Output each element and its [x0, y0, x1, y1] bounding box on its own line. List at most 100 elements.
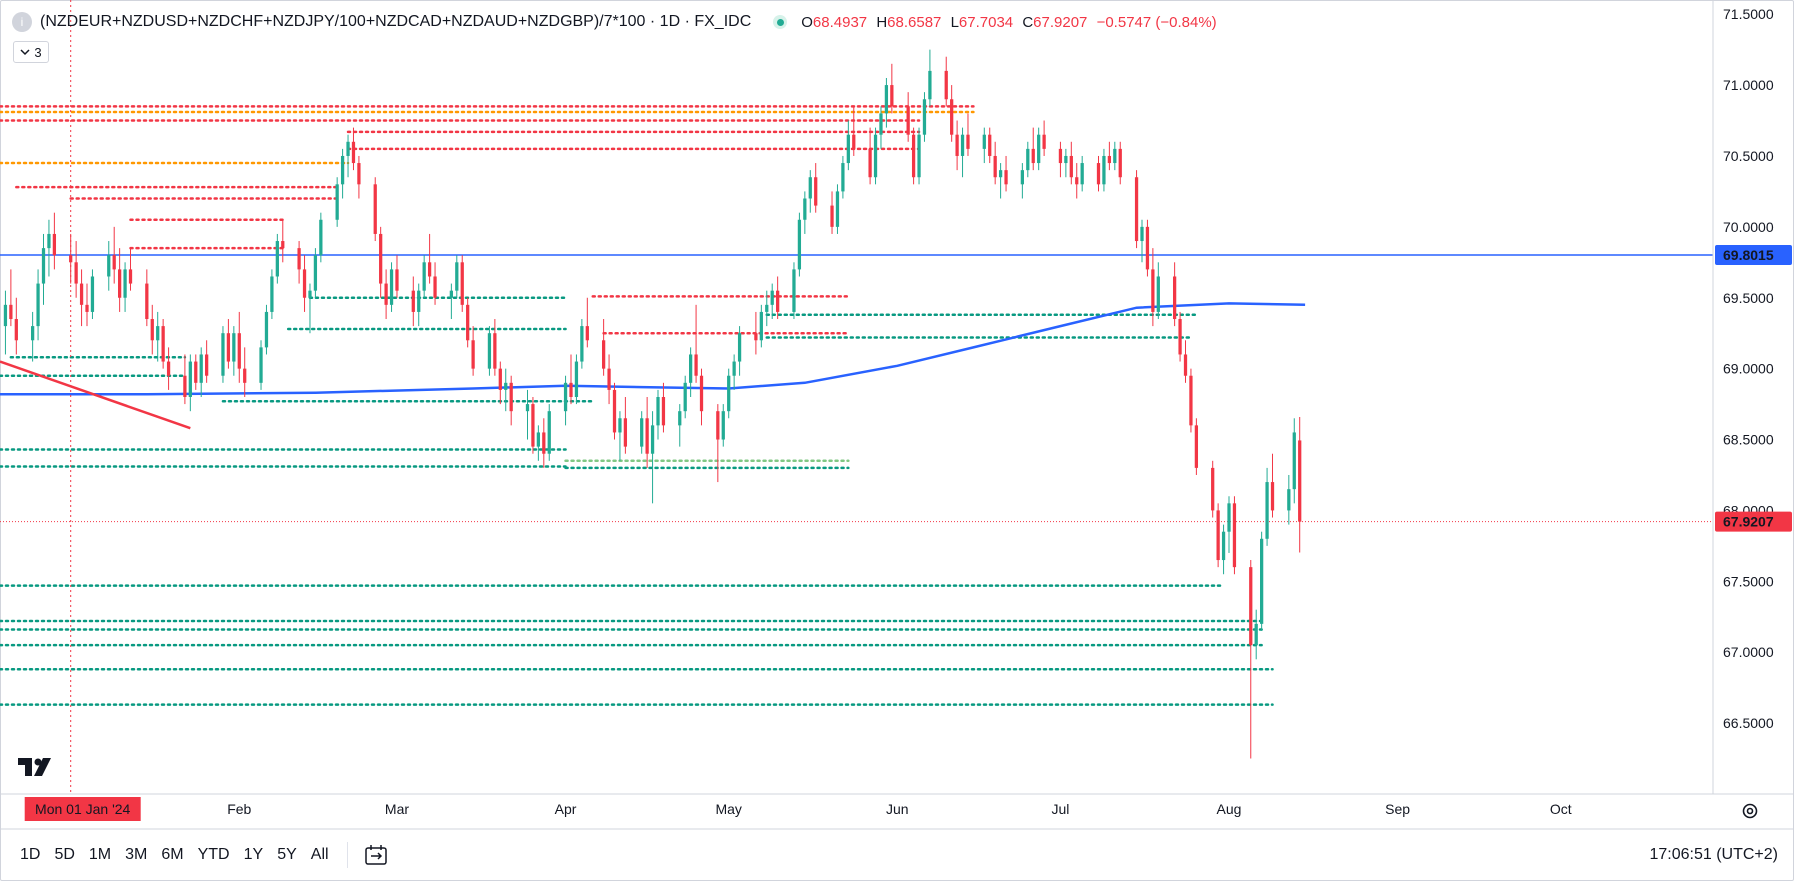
candle-body: [357, 163, 361, 185]
candle: [531, 397, 535, 454]
range-button-3m[interactable]: 3M: [125, 846, 148, 863]
candle: [156, 311, 160, 362]
range-button-all[interactable]: All: [310, 846, 329, 863]
candle-body: [808, 177, 812, 199]
candle-body: [716, 411, 720, 440]
range-button-ytd[interactable]: YTD: [197, 846, 230, 863]
gear-icon[interactable]: [1740, 801, 1760, 821]
candle: [270, 269, 274, 320]
range-button-6m[interactable]: 6M: [161, 846, 184, 863]
price-axis-tick-label: 69.0000: [1723, 361, 1774, 377]
candle-body: [661, 397, 666, 426]
candle-body: [732, 361, 736, 376]
time-axis-tick-label: May: [715, 801, 741, 817]
candle: [547, 404, 551, 461]
candle: [1287, 474, 1291, 525]
candle: [128, 248, 133, 291]
trend-line: [0, 360, 191, 430]
candle: [1140, 219, 1144, 263]
candle-body: [841, 163, 845, 192]
candle: [1227, 496, 1231, 553]
range-button-5d[interactable]: 5D: [54, 846, 75, 863]
candle: [607, 354, 611, 405]
candle-body: [547, 411, 551, 454]
candle-body: [1260, 538, 1264, 624]
candle-body: [607, 368, 611, 390]
candle-body: [542, 432, 546, 454]
candle-body: [830, 205, 834, 227]
candle-body: [199, 354, 203, 383]
candle: [3, 290, 8, 355]
candle: [879, 106, 883, 149]
price-axis-tick-label: 70.5000: [1723, 148, 1774, 164]
candle-body: [384, 283, 388, 305]
candle: [52, 212, 57, 270]
candle-body: [678, 411, 682, 426]
candle: [1172, 262, 1177, 327]
price-axis-tick-label: 71.5000: [1723, 6, 1774, 22]
candle: [792, 262, 796, 320]
candle-body: [1270, 482, 1275, 511]
candle: [379, 226, 383, 298]
clock[interactable]: 17:06:51 (UTC+2): [1649, 846, 1778, 863]
candle-body: [765, 304, 769, 312]
price-label-text: 67.9207: [1723, 514, 1774, 530]
symbol-name[interactable]: (NZDEUR+NZDUSD+NZDCHF+NZDJPY/100+NZDCAD+…: [40, 13, 646, 30]
last-price-label: 67.9207: [1715, 511, 1792, 532]
range-button-1y[interactable]: 1Y: [243, 846, 264, 863]
candle-body: [36, 283, 40, 327]
candle-body: [1211, 467, 1215, 511]
candle: [601, 319, 606, 376]
candle-body: [243, 368, 247, 383]
candle: [1221, 524, 1226, 575]
chart-svg[interactable]: 66.500067.000067.500068.000068.500069.00…: [0, 0, 1794, 830]
tradingview-logo-icon[interactable]: [18, 756, 56, 778]
indicators-toggle-button[interactable]: 3: [13, 41, 49, 63]
range-button-5y[interactable]: 5Y: [277, 846, 297, 863]
info-circle-icon[interactable]: i: [12, 12, 32, 32]
candle-body: [270, 276, 274, 312]
candle-body: [52, 233, 57, 256]
candle: [145, 269, 149, 327]
candle: [313, 248, 318, 298]
time-axis-tick-label: Sep: [1385, 801, 1410, 817]
candle-body: [982, 134, 986, 149]
trend-line-layer: [0, 360, 191, 430]
range-button-1d[interactable]: 1D: [20, 846, 41, 863]
price-axis-tick-label: 69.5000: [1723, 290, 1774, 306]
moving-average-layer: [0, 302, 1306, 396]
candle-body: [846, 134, 850, 164]
candle: [1102, 148, 1106, 192]
candle-body: [1172, 276, 1177, 320]
candle-body: [955, 134, 959, 156]
data-source: FX_IDC: [694, 13, 752, 30]
candle-body: [118, 269, 122, 298]
candle-body: [281, 241, 285, 249]
time-axis-tick-label: Jul: [1051, 801, 1069, 817]
range-button-1m[interactable]: 1M: [88, 846, 112, 863]
market-open-dot-icon[interactable]: [773, 15, 788, 29]
candle: [161, 319, 165, 369]
candle-body: [504, 382, 508, 390]
candle: [509, 375, 513, 426]
candle: [36, 269, 40, 341]
time-axis-tick-label: Mar: [385, 801, 409, 817]
candle-body: [563, 382, 568, 412]
candle-body: [47, 233, 51, 249]
candle-body: [879, 113, 883, 135]
candle: [922, 92, 927, 142]
candle: [765, 290, 769, 327]
candle-body: [1096, 163, 1101, 185]
candle: [536, 425, 541, 461]
candle-body: [1183, 354, 1188, 376]
candle-body: [1020, 170, 1024, 185]
candle: [1183, 340, 1188, 383]
candle: [373, 177, 377, 242]
date-range-icon[interactable]: [364, 844, 388, 866]
candle-body: [906, 106, 910, 135]
candle: [1058, 141, 1063, 178]
candle-body: [1227, 503, 1231, 532]
candle: [650, 411, 655, 504]
candle-body: [373, 184, 377, 234]
axes-layer: 66.500067.000067.500068.000068.500069.00…: [0, 0, 1794, 830]
